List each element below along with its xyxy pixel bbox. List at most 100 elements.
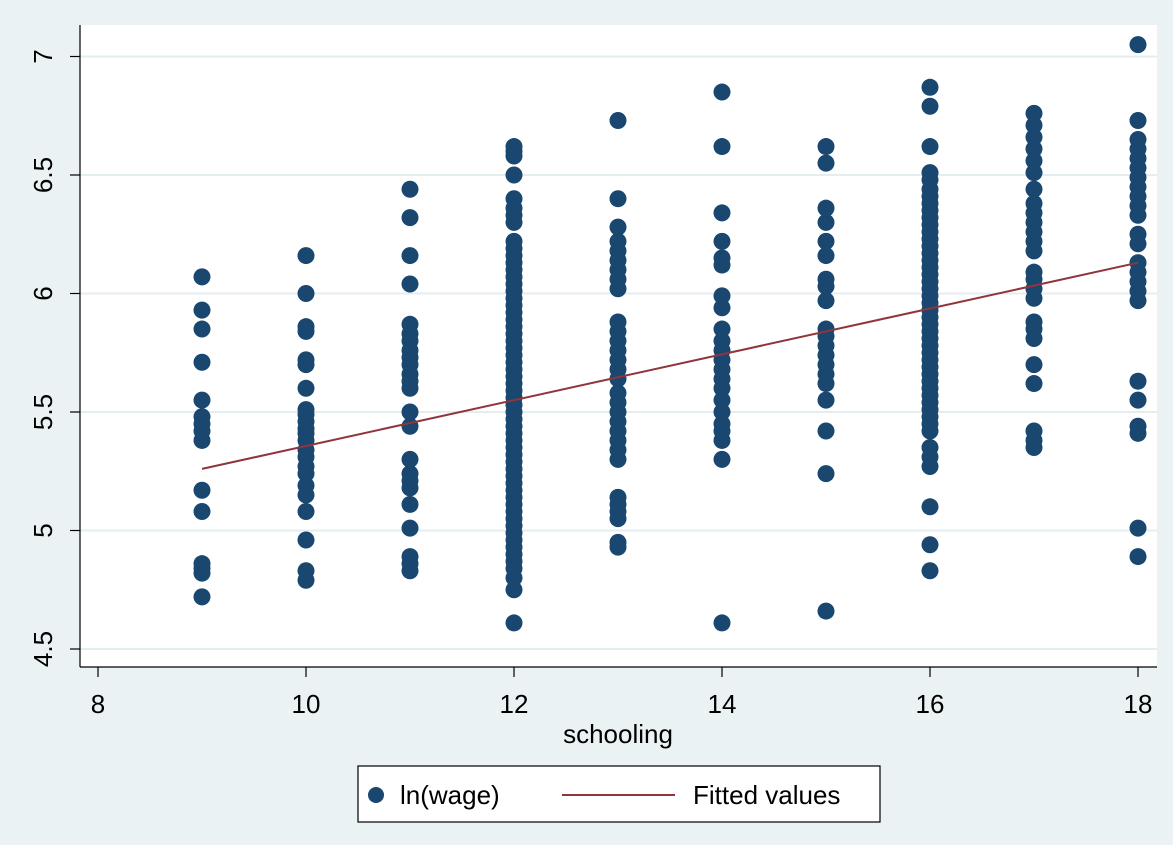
scatter-point [401, 315, 419, 333]
scatter-point [609, 190, 627, 208]
scatter-point [297, 476, 315, 494]
scatter-point [713, 287, 731, 305]
scatter-point [193, 408, 211, 426]
scatter-point [713, 138, 731, 156]
scatter-point [193, 301, 211, 319]
legend-scatter-marker [368, 787, 384, 803]
y-tick-label: 6.5 [28, 157, 58, 193]
scatter-point [713, 232, 731, 250]
scatter-point [921, 562, 939, 580]
scatter-point [921, 138, 939, 156]
scatter-point [193, 481, 211, 499]
scatter-point [713, 391, 731, 409]
scatter-point [817, 247, 835, 265]
scatter-point [817, 422, 835, 440]
scatter-point [1025, 356, 1043, 374]
scatter-point [401, 275, 419, 293]
scatter-point [193, 320, 211, 338]
scatter-point [1025, 152, 1043, 170]
scatter-point [297, 285, 315, 302]
scatter-point [1025, 140, 1043, 158]
scatter-point [609, 232, 627, 250]
scatter-point [401, 247, 419, 265]
scatter-point [817, 232, 835, 250]
x-tick-label: 10 [292, 689, 321, 719]
scatter-point [713, 332, 731, 350]
scatter-point [505, 138, 523, 156]
scatter-point [1025, 194, 1043, 212]
scatter-point [921, 536, 939, 554]
scatter-point [1025, 263, 1043, 281]
scatter-point [297, 503, 315, 521]
fitted-values-line [201, 261, 1139, 470]
scatter-point [1025, 180, 1043, 198]
x-axis-label: schooling [563, 719, 673, 749]
scatter-point [609, 111, 627, 129]
scatter-point [817, 270, 835, 288]
axes: 4.5 5 5.5 6 6.5 7 8 10 12 14 16 18 [28, 25, 1157, 719]
scatter-point [921, 78, 939, 96]
scatter-point [193, 588, 211, 606]
scatter-point [401, 495, 419, 513]
scatter-point [817, 213, 835, 231]
x-tick-label: 12 [500, 689, 529, 719]
scatter-point [297, 318, 315, 336]
scatter-point [609, 218, 627, 236]
legend-label-fitted-values: Fitted values [693, 780, 840, 810]
x-tick-label: 16 [916, 689, 945, 719]
scatter-point [505, 166, 523, 184]
scatter-point [817, 292, 835, 310]
scatter-point [193, 268, 211, 286]
y-tick-label: 4.5 [28, 631, 58, 667]
scatter-point [297, 531, 315, 549]
scatter-point [1025, 164, 1043, 182]
scatter-point [713, 415, 731, 433]
scatter-point [817, 391, 835, 409]
scatter-point [609, 384, 627, 402]
scatter-point [401, 403, 419, 421]
scatter-point [1025, 422, 1043, 440]
scatter-point [1129, 417, 1147, 435]
scatter-point [297, 247, 315, 265]
scatter-point [193, 503, 211, 521]
scatter-point [1129, 372, 1147, 390]
scatter-point [297, 401, 315, 419]
x-tick-label: 18 [1124, 689, 1153, 719]
scatter-point [713, 614, 731, 632]
scatter-point [817, 465, 835, 483]
scatter-point [505, 232, 523, 250]
scatter-point [609, 313, 627, 331]
scatter-point [1129, 519, 1147, 537]
scatter-point [193, 555, 211, 573]
scatter-point [1129, 111, 1147, 129]
y-tick-label: 7 [28, 49, 58, 63]
scatter-point [713, 299, 731, 317]
scatter-point [817, 602, 835, 620]
scatter-point [713, 320, 731, 338]
scatter-point [1025, 375, 1043, 393]
scatter-point [401, 450, 419, 468]
scatter-point [1025, 313, 1043, 331]
scatter-point [713, 450, 731, 468]
y-tick-label: 5.5 [28, 394, 58, 430]
scatter-point [1129, 36, 1147, 54]
scatter-point [713, 249, 731, 267]
legend-label-ln-wage: ln(wage) [400, 780, 500, 810]
scatter-point [193, 353, 211, 371]
scatter-point [1129, 130, 1147, 148]
scatter-point [401, 519, 419, 537]
scatter-point [817, 154, 835, 172]
scatter-point [297, 562, 315, 580]
scatter-point [401, 548, 419, 566]
scatter-point [609, 488, 627, 506]
scatter-point [817, 199, 835, 217]
scatter-point [817, 138, 835, 156]
scatter-point [713, 403, 731, 421]
scatter-point [401, 209, 419, 227]
scatter-point [1025, 104, 1043, 122]
y-tick-label: 5 [28, 523, 58, 537]
scatter-point [921, 164, 939, 182]
scatter-point [713, 204, 731, 222]
